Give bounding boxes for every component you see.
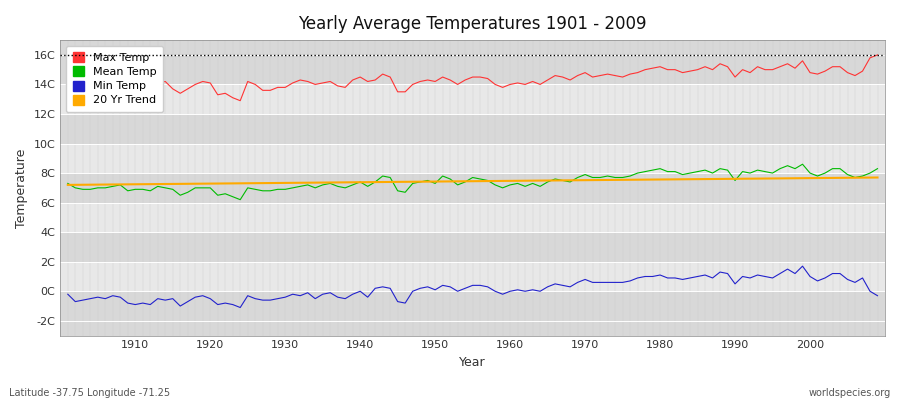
Title: Yearly Average Temperatures 1901 - 2009: Yearly Average Temperatures 1901 - 2009 xyxy=(299,15,647,33)
Bar xyxy=(60,173,885,203)
Bar xyxy=(60,84,885,114)
Bar xyxy=(60,203,885,232)
Bar xyxy=(60,291,885,321)
Y-axis label: Temperature: Temperature xyxy=(15,148,28,228)
Text: Latitude -37.75 Longitude -71.25: Latitude -37.75 Longitude -71.25 xyxy=(9,388,170,398)
X-axis label: Year: Year xyxy=(459,356,486,369)
Bar xyxy=(60,114,885,144)
Bar xyxy=(60,232,885,262)
Bar xyxy=(60,262,885,291)
Legend: Max Temp, Mean Temp, Min Temp, 20 Yr Trend: Max Temp, Mean Temp, Min Temp, 20 Yr Tre… xyxy=(66,46,163,112)
Bar xyxy=(60,144,885,173)
Bar xyxy=(60,55,885,84)
Text: worldspecies.org: worldspecies.org xyxy=(809,388,891,398)
